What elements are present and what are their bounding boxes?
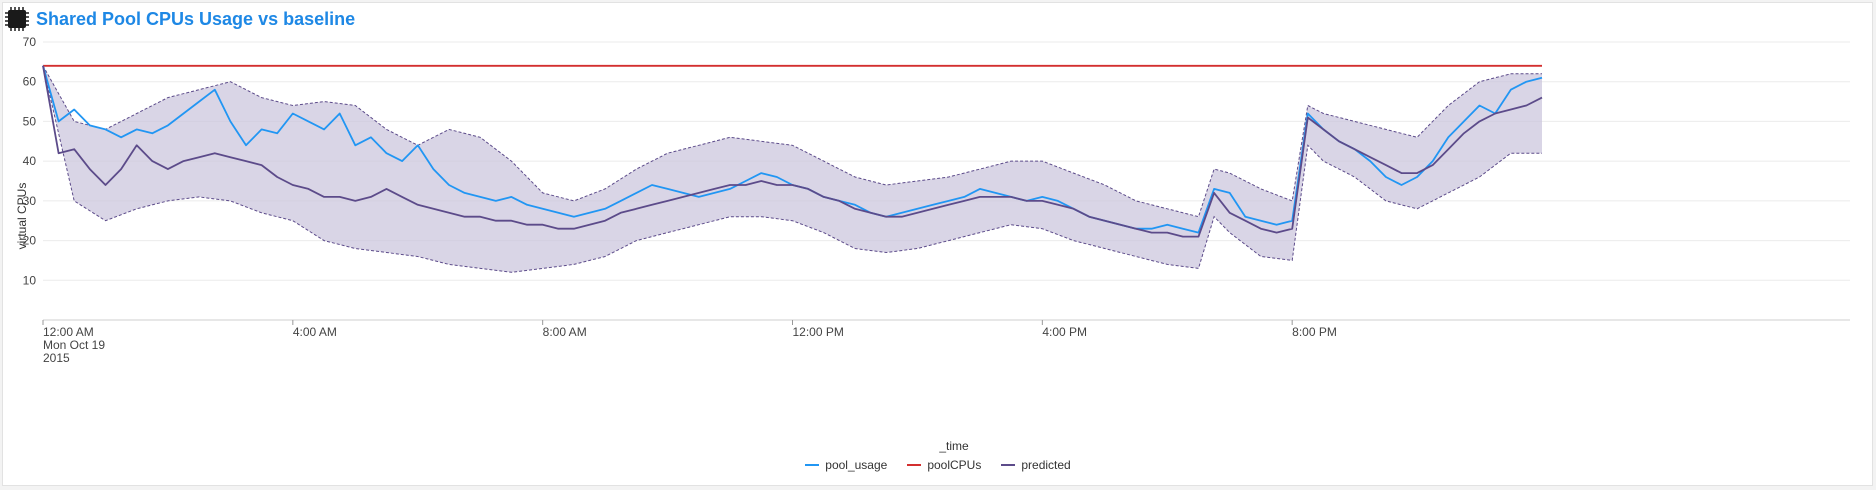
series-lines: [42, 64, 1543, 238]
prediction-band-area: [43, 65, 1542, 273]
x-tick-label: 12:00 PM: [793, 325, 844, 339]
legend-label: predicted: [1021, 458, 1071, 472]
legend-swatch-predicted: [1001, 464, 1016, 466]
x-tick-date: Mon Oct 19: [43, 338, 105, 352]
legend-swatch-poolcpus: [907, 464, 922, 466]
legend-item-pool-usage[interactable]: pool_usage: [805, 458, 887, 472]
x-tick-label: 8:00 AM: [543, 325, 587, 339]
legend-label: pool_usage: [825, 458, 888, 472]
legend-label: poolCPUs: [927, 458, 982, 472]
y-tick-label: 10: [23, 273, 37, 287]
x-tick-label: 8:00 PM: [1292, 325, 1337, 339]
x-tick-label: 4:00 PM: [1042, 325, 1087, 339]
page-title: Shared Pool CPUs Usage vs baseline: [36, 8, 356, 29]
series-line-predicted: [42, 65, 1543, 238]
x-axis-label: _time: [938, 439, 969, 453]
legend: pool_usage poolCPUs predicted: [0, 458, 1876, 472]
legend-item-poolcpus[interactable]: poolCPUs: [907, 458, 981, 472]
y-tick-label: 40: [23, 154, 37, 168]
x-tick-year: 2015: [43, 351, 70, 365]
x-tick-label: 12:00 AM: [43, 325, 94, 339]
legend-item-predicted[interactable]: predicted: [1001, 458, 1071, 472]
y-tick-label: 20: [23, 234, 37, 248]
legend-swatch-pool-usage: [805, 464, 820, 466]
cpu-chip-icon: [5, 7, 29, 31]
y-axis-ticks: 10 20 30 40 50 60 70: [23, 35, 37, 287]
prediction-band: [42, 65, 1542, 273]
x-tick-label: 4:00 AM: [293, 325, 337, 339]
y-tick-label: 50: [23, 114, 37, 128]
y-tick-label: 60: [23, 75, 37, 89]
y-tick-label: 70: [23, 35, 37, 49]
band-lower-edge: [42, 65, 1542, 273]
band-upper-edge: [42, 65, 1542, 218]
y-tick-label: 30: [23, 194, 37, 208]
panel-header: Shared Pool CPUs Usage vs baseline: [4, 4, 355, 34]
y-axis-label: virtual CPUs: [15, 183, 29, 250]
